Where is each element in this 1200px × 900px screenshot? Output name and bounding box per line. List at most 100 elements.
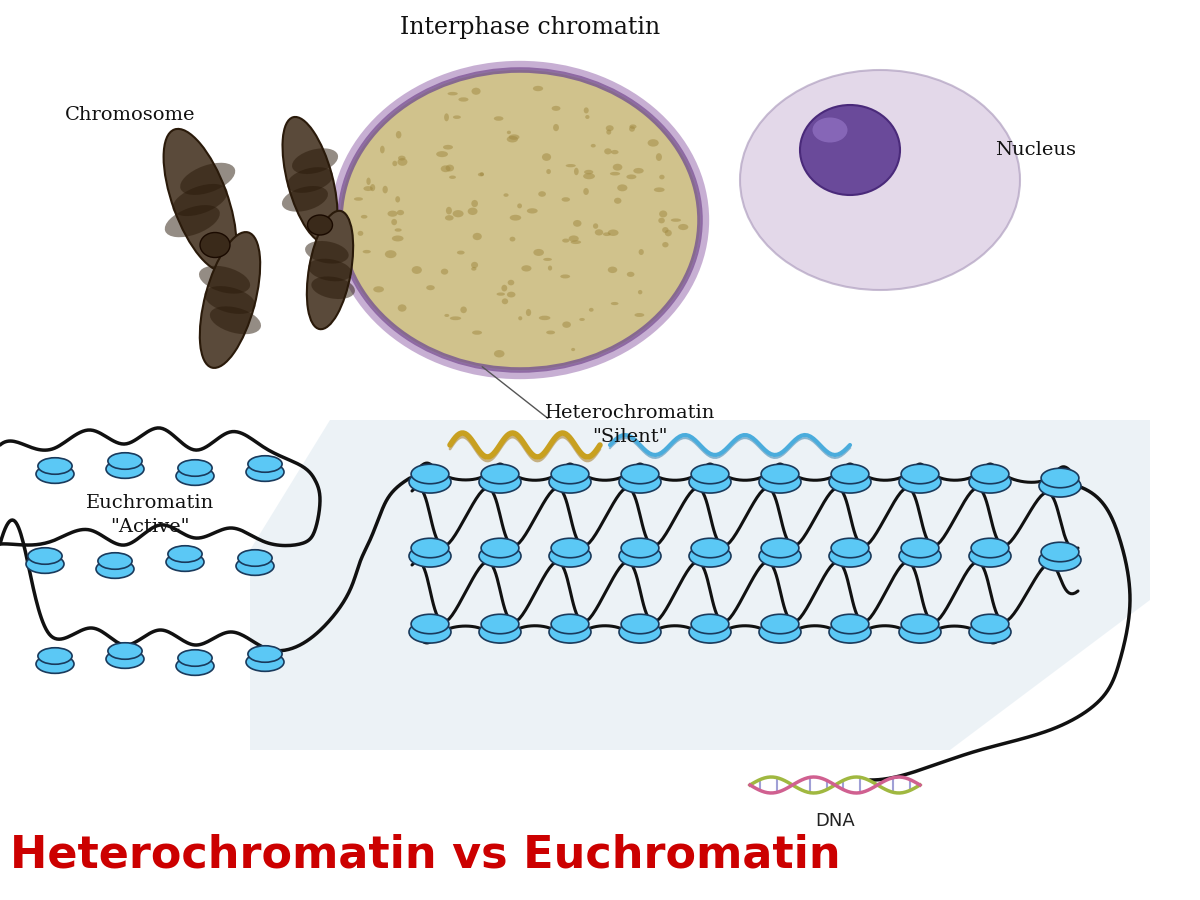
Ellipse shape <box>452 115 461 119</box>
Ellipse shape <box>480 172 484 176</box>
Ellipse shape <box>622 538 659 558</box>
Ellipse shape <box>761 538 799 558</box>
Ellipse shape <box>626 175 636 179</box>
Ellipse shape <box>494 116 504 121</box>
Ellipse shape <box>613 164 623 171</box>
Ellipse shape <box>412 464 449 484</box>
Ellipse shape <box>409 471 451 493</box>
Ellipse shape <box>659 218 665 223</box>
Text: Interphase chromatin: Interphase chromatin <box>400 16 660 40</box>
Ellipse shape <box>176 657 214 675</box>
Ellipse shape <box>622 464 659 484</box>
Ellipse shape <box>546 330 556 335</box>
Ellipse shape <box>473 233 482 240</box>
Ellipse shape <box>98 553 132 570</box>
Ellipse shape <box>307 215 332 235</box>
Ellipse shape <box>246 463 284 482</box>
Ellipse shape <box>96 560 134 579</box>
Ellipse shape <box>388 211 397 217</box>
Ellipse shape <box>565 164 576 167</box>
Ellipse shape <box>656 153 662 161</box>
Ellipse shape <box>494 350 504 357</box>
Ellipse shape <box>533 86 544 91</box>
Text: Chromosome: Chromosome <box>65 106 196 124</box>
Ellipse shape <box>638 290 642 294</box>
Ellipse shape <box>634 168 643 174</box>
Ellipse shape <box>832 538 869 558</box>
Ellipse shape <box>108 643 142 659</box>
Text: DNA: DNA <box>815 812 854 830</box>
Ellipse shape <box>560 274 570 278</box>
Ellipse shape <box>607 230 618 236</box>
Ellipse shape <box>502 299 508 304</box>
Ellipse shape <box>654 187 665 192</box>
Ellipse shape <box>354 197 362 201</box>
Ellipse shape <box>479 471 521 493</box>
Ellipse shape <box>572 220 582 227</box>
Ellipse shape <box>481 538 518 558</box>
Ellipse shape <box>517 203 522 209</box>
Ellipse shape <box>626 272 635 277</box>
Ellipse shape <box>168 545 202 562</box>
Ellipse shape <box>506 136 518 142</box>
Ellipse shape <box>106 650 144 669</box>
Ellipse shape <box>970 471 1010 493</box>
Ellipse shape <box>548 266 552 271</box>
Ellipse shape <box>800 105 900 195</box>
Ellipse shape <box>648 140 659 147</box>
Ellipse shape <box>1042 468 1079 488</box>
Ellipse shape <box>443 145 452 149</box>
Ellipse shape <box>166 553 204 572</box>
Ellipse shape <box>550 544 592 567</box>
Ellipse shape <box>479 544 521 567</box>
Ellipse shape <box>527 208 538 213</box>
Ellipse shape <box>398 156 406 160</box>
Ellipse shape <box>287 167 334 193</box>
Ellipse shape <box>458 97 468 102</box>
Ellipse shape <box>373 286 384 292</box>
Ellipse shape <box>163 129 236 271</box>
Ellipse shape <box>246 652 284 671</box>
Ellipse shape <box>36 464 74 483</box>
Ellipse shape <box>210 306 260 334</box>
Ellipse shape <box>760 544 802 567</box>
Ellipse shape <box>832 614 869 634</box>
Ellipse shape <box>740 70 1020 290</box>
Ellipse shape <box>497 292 505 296</box>
Ellipse shape <box>518 316 522 320</box>
Ellipse shape <box>691 538 728 558</box>
Ellipse shape <box>659 211 667 218</box>
Ellipse shape <box>550 621 592 643</box>
Ellipse shape <box>638 249 644 255</box>
Ellipse shape <box>689 471 731 493</box>
Ellipse shape <box>629 126 635 131</box>
Ellipse shape <box>472 267 476 271</box>
Ellipse shape <box>622 614 659 634</box>
Ellipse shape <box>180 163 235 195</box>
Ellipse shape <box>662 242 668 248</box>
Ellipse shape <box>533 249 544 256</box>
Ellipse shape <box>899 621 941 643</box>
Ellipse shape <box>617 184 628 192</box>
Ellipse shape <box>392 161 397 166</box>
Ellipse shape <box>571 348 575 351</box>
Ellipse shape <box>412 538 449 558</box>
Ellipse shape <box>358 230 364 236</box>
Text: Heterochromatin
"Silent": Heterochromatin "Silent" <box>545 404 715 446</box>
Ellipse shape <box>1039 549 1081 572</box>
Ellipse shape <box>760 471 802 493</box>
Ellipse shape <box>901 538 938 558</box>
Ellipse shape <box>396 131 402 139</box>
Ellipse shape <box>691 614 728 634</box>
Ellipse shape <box>440 166 450 172</box>
Ellipse shape <box>551 614 589 634</box>
Ellipse shape <box>583 107 589 113</box>
Ellipse shape <box>544 258 552 261</box>
Ellipse shape <box>472 87 481 94</box>
Ellipse shape <box>362 250 371 254</box>
Ellipse shape <box>562 238 570 243</box>
Ellipse shape <box>971 464 1009 484</box>
Text: Nucleus: Nucleus <box>995 141 1076 159</box>
Ellipse shape <box>38 458 72 474</box>
Ellipse shape <box>397 304 407 311</box>
